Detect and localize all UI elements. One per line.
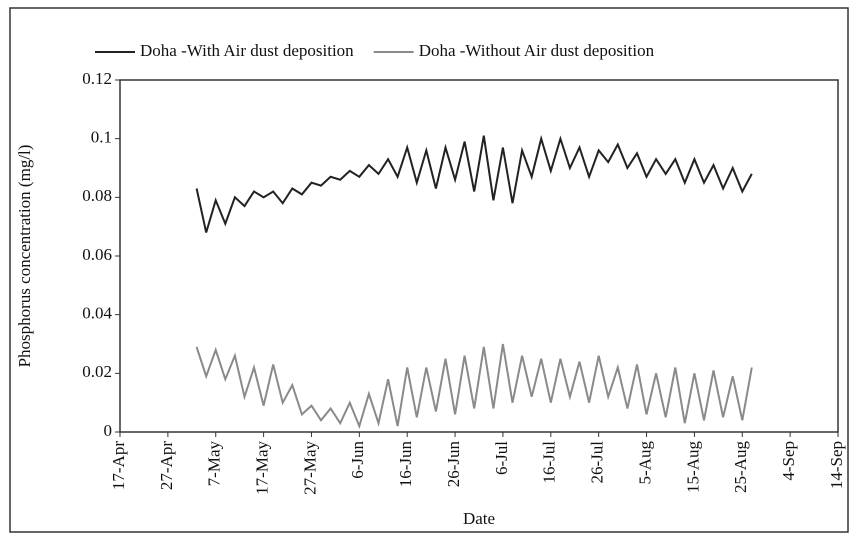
- x-tick-label: 6-Jun: [348, 441, 367, 479]
- x-tick-label: 4-Sep: [779, 441, 798, 481]
- outer-frame: [9, 7, 849, 533]
- x-tick-label: 15-Aug: [683, 441, 702, 493]
- legend-label: Doha -Without Air dust deposition: [419, 41, 655, 60]
- y-tick-label: 0.06: [82, 245, 112, 264]
- x-axis-label: Date: [463, 509, 495, 528]
- legend-label: Doha -With Air dust deposition: [140, 41, 354, 60]
- y-tick-label: 0: [104, 421, 113, 440]
- x-tick-label: 17-May: [253, 441, 272, 495]
- x-tick-label: 16-Jul: [540, 441, 559, 484]
- x-tick-label: 14-Sep: [827, 441, 846, 489]
- y-tick-label: 0.02: [82, 362, 112, 381]
- x-tick-label: 16-Jun: [396, 441, 415, 488]
- y-axis-label: Phosphorus concentration (mg/l): [15, 145, 34, 368]
- y-tick-label: 0.12: [82, 69, 112, 88]
- series-line: [195, 343, 753, 430]
- x-tick-label: 27-May: [300, 441, 319, 495]
- y-tick-label: 0.04: [82, 304, 112, 323]
- x-tick-label: 27-Apr: [157, 441, 176, 490]
- series-line: [195, 134, 753, 233]
- x-tick-label: 5-Aug: [635, 441, 654, 485]
- y-tick-label: 0.08: [82, 186, 112, 205]
- x-tick-label: 25-Aug: [731, 441, 750, 493]
- x-tick-label: 7-May: [205, 441, 224, 487]
- x-tick-label: 26-Jul: [588, 441, 607, 484]
- x-tick-label: 26-Jun: [444, 441, 463, 488]
- x-tick-label: 17-Apr: [109, 441, 128, 490]
- x-tick-label: 6-Jul: [492, 441, 511, 475]
- y-tick-label: 0.1: [91, 128, 112, 147]
